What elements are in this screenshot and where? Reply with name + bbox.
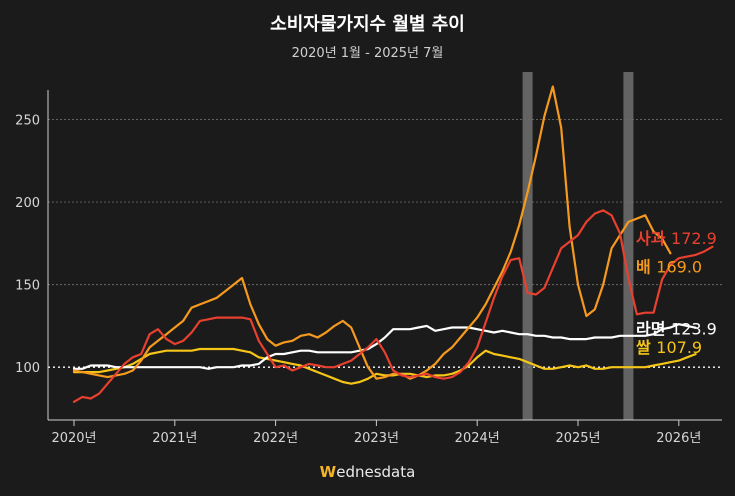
y-tick-label: 200 [15,196,40,211]
brand-logo: Wednesdata [0,463,735,481]
y-tick-label: 100 [15,361,40,376]
end-label-name: 사과 [636,229,671,248]
end-label-name: 라면 [636,320,671,339]
end-label-name: 배 [636,257,656,276]
x-tick-label: 2021년 [152,431,197,446]
highlight-bar [522,72,533,420]
brand-w-icon: W [319,463,337,481]
series-line-배 [72,85,672,380]
x-tick-label: 2022년 [253,431,298,446]
highlight-bar [623,72,634,420]
series-line-쌀 [72,347,697,385]
y-tick-label: 150 [15,279,40,294]
end-label: 라면 123.9 [636,320,717,339]
end-label-value: 123.9 [671,320,717,339]
series-line-라면 [72,323,697,370]
end-label: 배 169.0 [636,257,702,276]
end-label: 쌀 107.9 [636,338,702,357]
end-label-value: 107.9 [656,338,702,357]
x-tick-label: 2025년 [555,431,600,446]
x-tick-label: 2026년 [656,431,701,446]
end-label: 사과 172.9 [636,229,717,248]
chart-title: 소비자물가지수 월별 추이 [270,14,465,35]
end-label-name: 쌀 [636,338,656,357]
end-label-value: 172.9 [671,229,717,248]
x-tick-label: 2020년 [51,431,96,446]
y-tick-label: 250 [15,114,40,129]
chart-subtitle: 2020년 1월 - 2025년 7월 [291,46,444,61]
x-tick-label: 2024년 [455,431,500,446]
x-tick-label: 2023년 [354,431,399,446]
end-label-value: 169.0 [656,257,702,276]
brand-name: ednesdata [336,463,416,481]
series-line-사과 [72,209,714,403]
